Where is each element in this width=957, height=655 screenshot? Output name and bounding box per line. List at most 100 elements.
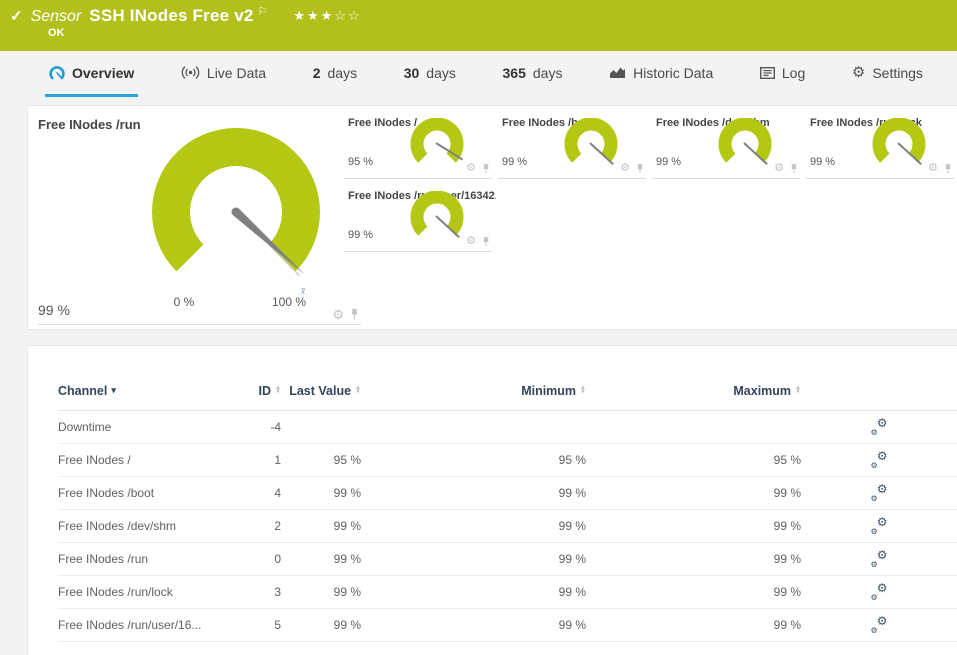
channel-last-value: 99 % [333,518,361,533]
log-list-icon [759,66,775,79]
channel-name: Free INodes /boot [58,485,155,500]
gauge-value: 99 % [810,156,836,168]
status-badge: OK [48,27,65,39]
channel-last-value: 99 % [333,584,361,599]
column-header-last-value[interactable]: Last Value ▲ ▼ [289,384,361,398]
channels-table-panel: Channel ▾ ID ▲ ▼ Last Value ▲ ▼ Minimum ▲ ▼… [27,345,957,655]
gauge-cell-free-inodes-root[interactable]: Free INodes / 95 % ⚙ [344,106,492,179]
channel-minimum: 99 % [558,485,586,500]
table-row-free-inodes-run: Free INodes /run 0 99 % 99 % 99 % ⚙ ⚙ [58,543,957,576]
primary-gauge-value: 99 % [38,302,70,318]
channel-settings-icon[interactable]: ⚙ ⚙ [870,580,888,602]
gauges-panel: Free INodes /run x̄ 0 % 100 % 99 % ⚙ Fre… [27,105,957,330]
gauge-icon [49,65,65,80]
tab-historic-data[interactable]: Historic Data [605,51,717,97]
tab-label: Settings [872,64,923,81]
channel-id: 1 [274,452,281,467]
column-header-channel[interactable]: Channel ▾ [58,384,116,398]
channel-id: 2 [274,518,281,533]
channel-settings-icon[interactable]: ⚙ ⚙ [870,547,888,569]
priority-stars[interactable]: ★★★☆☆ [293,8,362,23]
pin-icon[interactable] [482,163,490,174]
channel-id: 3 [274,584,281,599]
gauge-settings-gear-icon[interactable]: ⚙ [620,162,630,174]
gauge-settings-gear-icon[interactable]: ⚙ [466,162,476,174]
column-header-id[interactable]: ID ▲ ▼ [258,384,281,398]
tab-label: days [426,64,456,81]
column-header-maximum[interactable]: Maximum ▲ ▼ [733,384,801,398]
channel-name: Downtime [58,419,112,434]
cell-divider [38,324,361,325]
tab-2-days[interactable]: 2 days [309,51,361,97]
tab-overview[interactable]: Overview [45,51,139,97]
channel-minimum: 99 % [558,584,586,599]
small-gauge [564,118,618,165]
gauge-settings-gear-icon[interactable]: ⚙ [928,162,938,174]
gauge-needle [589,142,614,165]
channel-settings-icon[interactable]: ⚙ ⚙ [870,514,888,536]
gauge-settings-gear-icon[interactable]: ⚙ [466,235,476,247]
primary-gauge-cell[interactable]: Free INodes /run x̄ 0 % 100 % 99 % ⚙ [28,106,361,331]
gauge-min-label: 0 % [174,295,195,309]
channel-name: Free INodes /run/user/16... [58,617,202,632]
sort-desc-icon: ▾ [111,385,116,395]
table-row-free-inodes-run-user: Free INodes /run/user/16... 5 99 % 99 % … [58,609,957,642]
gauge-needle [743,142,768,165]
secondary-gauges-grid: Free INodes / 95 % ⚙ Free INodes /boot 9… [341,106,957,252]
gauge-value: 99 % [502,156,528,168]
channel-settings-icon[interactable]: ⚙ ⚙ [870,415,888,437]
channel-id: 5 [274,617,281,632]
table-row-free-inodes-boot: Free INodes /boot 4 99 % 99 % 99 % ⚙ ⚙ [58,477,957,510]
tab-365-days[interactable]: 365 days [499,51,567,97]
table-row-free-inodes-run-lock: Free INodes /run/lock 3 99 % 99 % 99 % ⚙… [58,576,957,609]
channel-name: Free INodes / [58,452,131,467]
pin-icon[interactable] [350,309,359,320]
sensor-header: ✓ Sensor SSH INodes Free v2 ⚐ ★★★☆☆ OK [0,0,957,51]
channel-settings-icon[interactable]: ⚙ ⚙ [870,448,888,470]
column-header-minimum[interactable]: Minimum ▲ ▼ [521,384,586,398]
channel-settings-icon[interactable]: ⚙ ⚙ [870,481,888,503]
tab-label: days [532,64,563,81]
table-header-row: Channel ▾ ID ▲ ▼ Last Value ▲ ▼ Minimum ▲ ▼… [58,346,957,411]
sort-icon: ▲ ▼ [580,385,586,395]
flag-icon[interactable]: ⚐ [257,6,268,18]
gauge-cell-free-inodes-dev-shm[interactable]: Free INodes /dev/shm 99 % ⚙ [652,106,800,179]
table-row-free-inodes-dev-shm: Free INodes /dev/shm 2 99 % 99 % 99 % ⚙ ⚙ [58,510,957,543]
channel-maximum: 99 % [773,584,801,599]
gauge-cell-free-inodes-boot[interactable]: Free INodes /boot 99 % ⚙ [498,106,646,179]
primary-gauge-title: Free INodes /run [38,117,141,132]
channel-name: Free INodes /dev/shm [58,518,177,533]
small-gauge [872,118,926,165]
tab-live-data[interactable]: Live Data [177,51,270,97]
channel-minimum: 99 % [558,617,586,632]
gauge-cell-free-inodes-run-lock[interactable]: Free INodes /run/lock 99 % ⚙ [806,106,954,179]
tab-label: Historic Data [633,64,714,81]
table-row-free-inodes-root: Free INodes / 1 95 % 95 % 95 % ⚙ ⚙ [58,444,957,477]
gauge-cell-free-inodes-run-user[interactable]: Free INodes /run/user/16342... 99 % ⚙ [344,179,496,252]
pin-icon[interactable] [944,163,952,174]
channel-id: 4 [274,485,281,500]
tab-settings[interactable]: ⚙ Settings [848,51,927,97]
pin-icon[interactable] [636,163,644,174]
channel-last-value: 95 % [333,452,361,467]
pin-icon[interactable] [482,236,490,247]
pin-icon[interactable] [790,163,798,174]
gauge-settings-gear-icon[interactable]: ⚙ [332,307,344,322]
channel-settings-icon[interactable]: ⚙ ⚙ [870,613,888,635]
status-ok-check-icon: ✓ [10,8,23,25]
channel-maximum: 99 % [773,551,801,566]
primary-gauge: x̄ 0 % 100 % [152,128,320,309]
tab-30-days[interactable]: 30 days [400,51,460,97]
small-gauge [718,118,772,165]
area-chart-icon [609,66,626,79]
channel-last-value: 99 % [333,551,361,566]
channel-maximum: 99 % [773,617,801,632]
tab-log[interactable]: Log [756,51,809,97]
channel-minimum: 95 % [558,452,586,467]
small-gauge [410,118,464,163]
channel-minimum: 99 % [558,551,586,566]
sort-icon: ▲ ▼ [355,385,361,395]
gauge-title: Free INodes / [348,117,418,129]
gauge-settings-gear-icon[interactable]: ⚙ [774,162,784,174]
